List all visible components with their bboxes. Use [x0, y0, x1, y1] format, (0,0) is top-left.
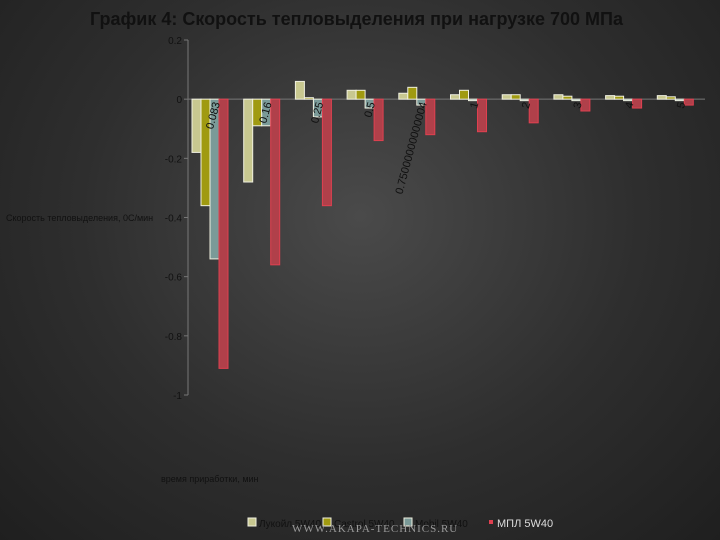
- y-tick-label: -0.2: [165, 154, 183, 165]
- bar-4-5: [425, 98, 436, 136]
- bar-4-8: [580, 98, 591, 112]
- legend-swatch: [403, 517, 413, 527]
- bar-1-7: [501, 94, 512, 100]
- bar-1-5: [398, 92, 409, 100]
- bar-4-1: [218, 98, 229, 369]
- x-category-label: 0.16: [257, 101, 274, 125]
- x-axis-label: время приработки, мин: [161, 474, 259, 484]
- watermark: WWW.AKAPA-TECHNICS.RU: [292, 523, 458, 535]
- bar-4-3: [321, 98, 332, 207]
- bar-3-10: [674, 98, 685, 102]
- bar-4-6: [477, 98, 487, 133]
- x-category-label: 1: [468, 101, 481, 110]
- legend-label: Mobil 5W40: [415, 519, 468, 530]
- bar-4-4: [373, 98, 384, 142]
- y-tick-label: -0.4: [165, 214, 183, 225]
- chart-title: График 4: Скорость тепловыделения при на…: [90, 9, 623, 29]
- bar-3-8: [571, 98, 582, 102]
- bar-2-4: [355, 89, 366, 100]
- bar-1-10: [656, 95, 667, 100]
- bar-2-5: [407, 86, 418, 100]
- bar-4-10: [683, 98, 694, 106]
- legend-swatch: [322, 517, 332, 527]
- bar-1-4: [346, 89, 357, 100]
- bar-4-9: [632, 98, 643, 109]
- bar-4-7: [528, 98, 539, 124]
- legend-swatch: [247, 517, 257, 527]
- bar-3-6: [468, 98, 478, 102]
- legend-swatch: [489, 520, 493, 524]
- bar-1-1: [191, 98, 202, 153]
- y-tick-label: -0.8: [165, 332, 183, 343]
- y-tick-label: 0: [176, 95, 182, 106]
- bar-3-9: [623, 98, 634, 102]
- bar-2-9: [614, 95, 625, 100]
- bar-1-9: [605, 95, 616, 100]
- x-category-label: 0.75000000000004: [394, 101, 430, 196]
- bar-3-7: [519, 98, 530, 102]
- legend-label: МПЛ 5W40: [497, 518, 553, 530]
- bar-2-3: [303, 97, 314, 100]
- x-category-label: 2: [520, 101, 533, 110]
- x-category-label: 0.5: [362, 101, 378, 119]
- legend-label: Лукойл 5W40: [259, 519, 321, 530]
- y-axis-label: Скорость тепловыделения, 0С/мин: [6, 213, 153, 223]
- bar-2-8: [562, 95, 573, 100]
- bar-2-7: [510, 94, 521, 100]
- bar-4-2: [270, 98, 281, 266]
- x-category-label: 4: [623, 101, 636, 110]
- bar-1-6: [450, 94, 460, 100]
- y-tick-label: 0.2: [168, 36, 182, 47]
- legend-label: Castrol 5W40: [334, 519, 395, 530]
- y-tick-label: -0.6: [165, 273, 183, 284]
- x-category-label: 0.25: [309, 101, 326, 125]
- x-category-label: 3: [572, 101, 585, 110]
- x-category-label: 5: [675, 101, 688, 110]
- y-tick-label: -1: [173, 391, 182, 402]
- bar-2-6: [459, 89, 469, 100]
- bar-1-2: [243, 98, 254, 183]
- bar-1-3: [294, 80, 305, 100]
- bar-2-10: [665, 96, 676, 100]
- bar-1-8: [553, 94, 564, 100]
